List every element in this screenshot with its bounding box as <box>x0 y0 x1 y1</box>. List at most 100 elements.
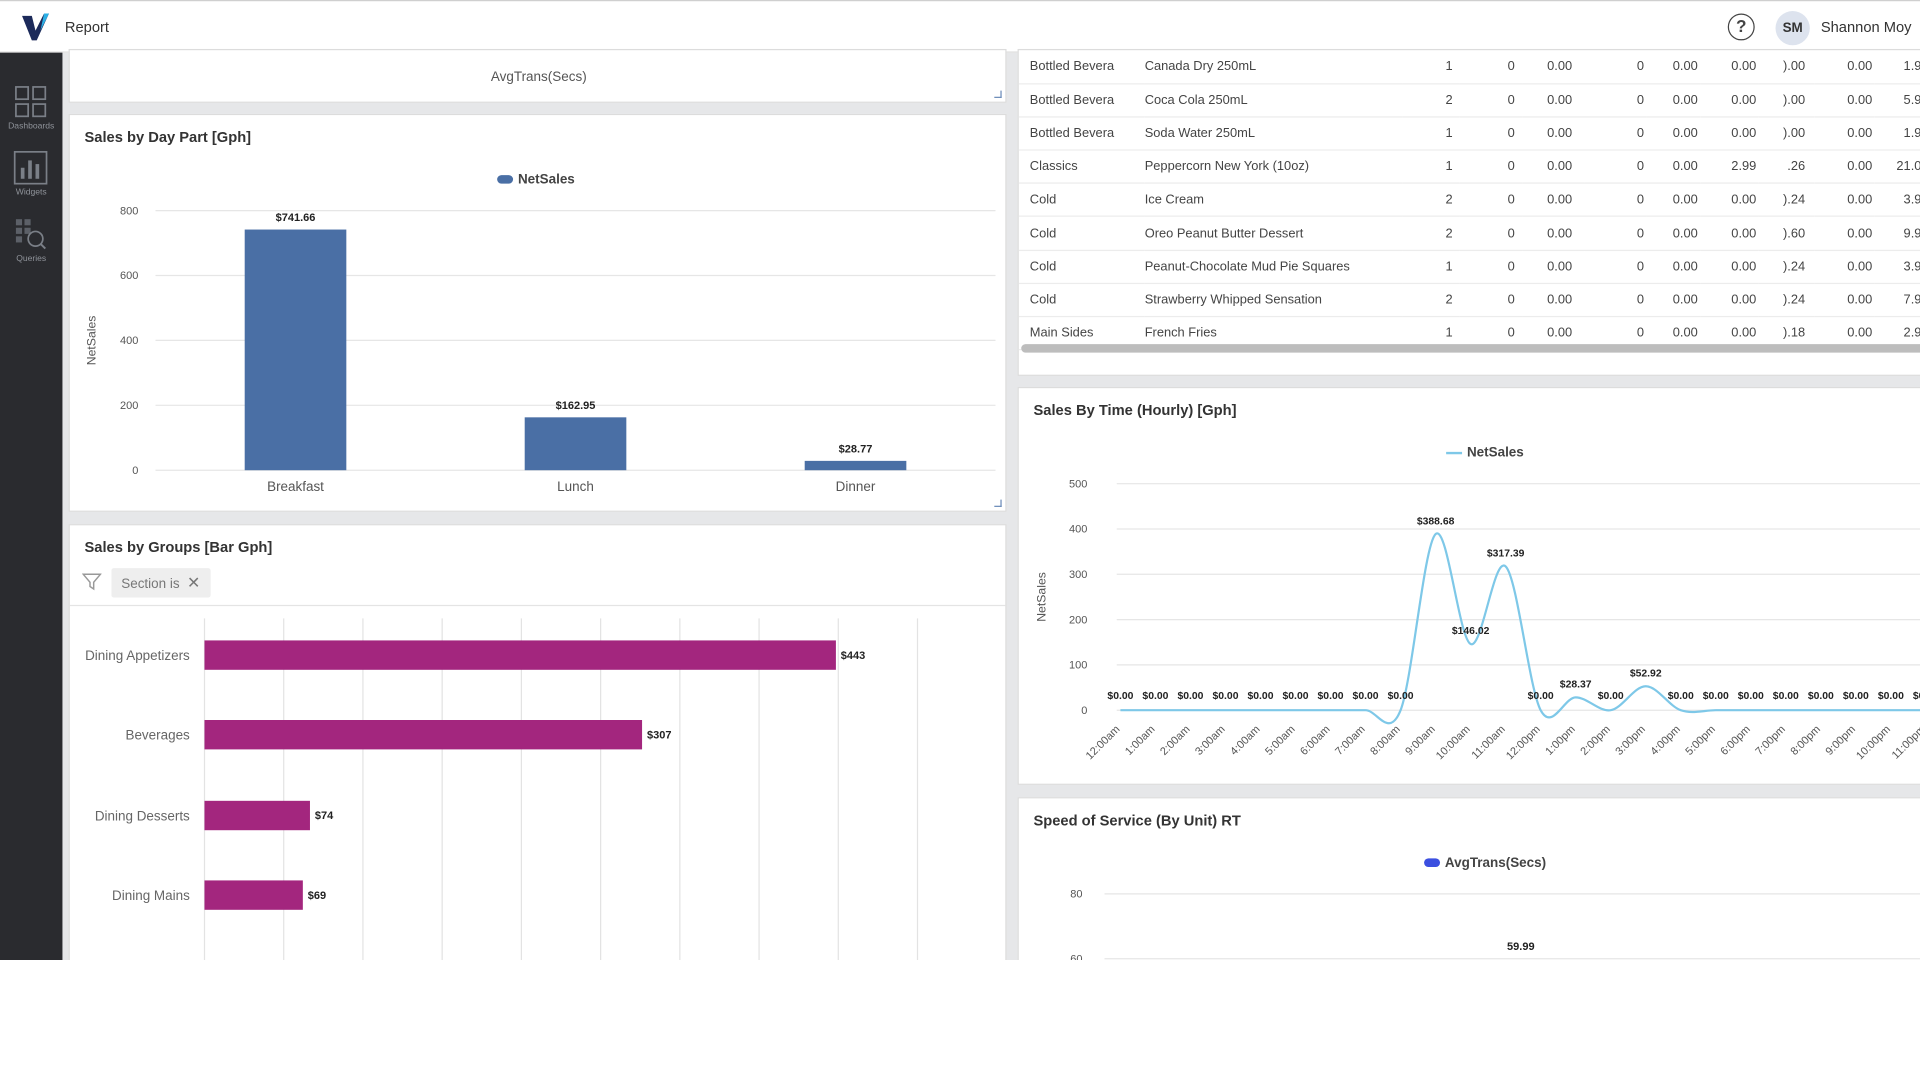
table-cell: 0.00 <box>1700 283 1759 318</box>
data-label: $0.00 <box>1283 691 1309 702</box>
table-row[interactable]: Classics Peppercorn New York (10oz) 1 0 0.00… <box>1018 150 1920 184</box>
table-row[interactable]: Bottled Bevera Soda Water 250mL 1 0 0.00 0 0.0… <box>1018 116 1920 151</box>
y-axis-label: NetSales <box>85 316 99 366</box>
table-cell: 0.00 <box>1700 50 1759 85</box>
sidebar: Dashboards Widgets Queries <box>0 52 63 961</box>
table-cell: 2 <box>1401 283 1460 318</box>
table-row[interactable]: Bottled Bevera Coca Cola 250mL 2 0 0.00 0 0.00… <box>1018 83 1920 118</box>
sidebar-item-label: Queries <box>16 254 47 264</box>
day-part-panel: Sales by Day Part [Gph] 0 200 400 600 800 Net… <box>68 113 1007 512</box>
hourly-chart: 0 100 200 300 400 500 NetSales NetSales $0.00 12:… <box>1035 445 1920 762</box>
table-cell: 0.00 <box>1646 116 1701 151</box>
table-cell: 0 <box>1584 150 1647 184</box>
data-label: $0.00 <box>1177 691 1203 702</box>
filter-chip[interactable]: Section is ✕ <box>111 568 211 598</box>
data-label: $0.00 <box>1913 691 1920 702</box>
table-row[interactable]: Cold Peanut-Chocolate Mud Pie Squares 1 0 0.… <box>1018 249 1920 284</box>
table-cell: 0.00 <box>1522 150 1585 184</box>
table-cell: 3.99 <box>1874 249 1920 284</box>
question-circle-icon[interactable]: ? <box>1727 13 1755 41</box>
table-cell: 0.00 <box>1814 150 1875 184</box>
x-tick-label: 3:00am <box>1193 723 1227 757</box>
user-name[interactable]: Shannon Moy <box>1820 18 1912 36</box>
sidebar-item-queries[interactable]: Queries <box>0 212 62 276</box>
y-tick-label: 500 <box>1069 478 1087 490</box>
y-tick-label: Dining Appetizers <box>85 648 190 663</box>
bar <box>804 460 907 471</box>
data-label: $0.00 <box>1318 691 1344 702</box>
table-cell: Cold <box>1018 283 1145 318</box>
app-title: Report <box>64 18 110 36</box>
table-cell: 2 <box>1401 83 1460 118</box>
table-row[interactable]: Cold Oreo Peanut Butter Dessert 2 0 0.00 0 0.0… <box>1018 216 1920 251</box>
table-cell: 2 <box>1401 216 1460 251</box>
table-cell: 0.00 <box>1814 183 1875 218</box>
table-row[interactable]: Cold Strawberry Whipped Sensation 2 0 0.00 0 0… <box>1018 283 1920 318</box>
table-cell: 0.00 <box>1814 216 1875 251</box>
x-tick-label: 12:00pm <box>1504 723 1543 762</box>
sidebar-item-label: Dashboards <box>8 122 55 132</box>
groups-panel: Sales by Groups [Bar Gph] Section is ✕ $4… <box>68 524 1007 961</box>
bar <box>244 229 347 471</box>
dashboard-grid-icon <box>15 86 47 118</box>
data-label: $0.00 <box>1598 691 1624 702</box>
horizontal-scrollbar[interactable] <box>1021 344 1920 353</box>
data-label: $0.00 <box>1353 691 1379 702</box>
sidebar-item-widgets[interactable]: Widgets <box>0 146 62 210</box>
x-tick-label: 9:00am <box>1403 723 1437 757</box>
y-tick-label: 80 <box>1070 889 1082 901</box>
resize-handle[interactable] <box>994 499 1002 507</box>
x-tick-label: Dinner <box>836 479 876 494</box>
table-cell: 0 <box>1584 216 1647 251</box>
series-line <box>1120 532 1920 725</box>
vendor-logo-icon[interactable] <box>20 11 52 43</box>
data-label: $0.00 <box>1808 691 1834 702</box>
sales-table-panel: Bottled Bevera Canada Dry 250mL 1 0 0.00 0 0.0… <box>1017 48 1920 376</box>
hourly-panel: Sales By Time (Hourly) [Gph] 0 100 200 300 4… <box>1017 386 1920 785</box>
data-label: $388.68 <box>1417 516 1455 527</box>
x-tick-label: 4:00am <box>1228 723 1262 757</box>
x-tick-label: 10:00pm <box>1854 723 1893 762</box>
table-row[interactable]: Bottled Bevera Canada Dry 250mL 1 0 0.00 0 0.0… <box>1018 50 1920 85</box>
table-cell: 1.99 <box>1874 50 1920 85</box>
sidebar-item-dashboards[interactable]: Dashboards <box>0 80 62 144</box>
table-cell: 0.00 <box>1646 283 1701 318</box>
data-label: $307 <box>647 729 672 741</box>
day-part-chart: 0 200 400 600 800 NetSales NetSales $741.66 Brea… <box>85 172 996 494</box>
table-cell: Classics <box>1018 150 1145 184</box>
y-tick-label: Dining Mains <box>112 888 190 903</box>
table-cell: Peanut-Chocolate Mud Pie Squares <box>1144 249 1402 284</box>
y-tick-label: Dining Desserts <box>95 808 190 823</box>
x-tick-label: 2:00am <box>1158 723 1192 757</box>
panel-title: Sales by Day Part [Gph] <box>84 128 252 146</box>
user-avatar[interactable]: SM <box>1775 11 1810 46</box>
table-cell: Oreo Peanut Butter Dessert <box>1144 216 1402 251</box>
x-tick-label: 4:00pm <box>1648 723 1682 757</box>
data-label: $0.00 <box>1773 691 1799 702</box>
panel-title: Speed of Service (By Unit) RT <box>1033 811 1241 829</box>
data-label: 59.99 <box>1507 941 1535 953</box>
table-cell: 0.00 <box>1522 249 1585 284</box>
table-cell: 0.00 <box>1522 50 1585 85</box>
y-tick-label: 200 <box>1069 614 1087 626</box>
resize-handle[interactable] <box>994 90 1002 98</box>
table-cell: 0.00 <box>1522 116 1585 151</box>
x-tick-label: 1:00pm <box>1543 723 1577 757</box>
y-tick-label: 100 <box>1069 660 1087 672</box>
data-label: $0.00 <box>1388 691 1414 702</box>
table-cell: 0.00 <box>1646 183 1701 218</box>
table-cell: 5.98 <box>1874 83 1920 118</box>
table-cell: 0.00 <box>1522 183 1585 218</box>
y-tick-label: 800 <box>120 205 138 217</box>
x-tick-label: Lunch <box>557 479 594 494</box>
table-cell: 0.00 <box>1522 216 1585 251</box>
panel-title: Sales By Time (Hourly) [Gph] <box>1033 401 1237 419</box>
x-tick-label: 2:00pm <box>1578 723 1612 757</box>
close-icon[interactable]: ✕ <box>186 573 201 592</box>
y-tick-label: 400 <box>1069 524 1087 536</box>
data-label: $0.00 <box>1878 691 1904 702</box>
table-cell: 0 <box>1584 283 1647 318</box>
x-tick-label: 8:00am <box>1368 723 1402 757</box>
filter-icon[interactable] <box>82 572 102 592</box>
